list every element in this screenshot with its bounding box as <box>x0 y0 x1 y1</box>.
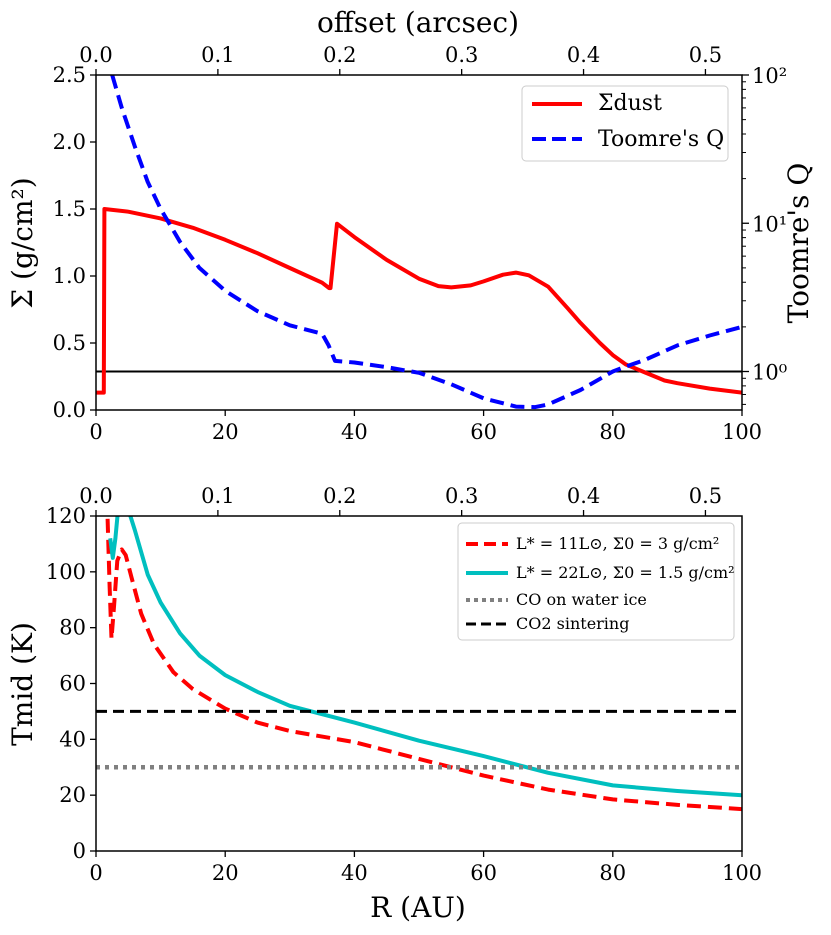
x-tick-label: 40 <box>341 861 368 885</box>
bottom-panel: 0 20 40 60 80 100 0.0 0.1 0.2 0.3 0.4 0.5 0 20 40 60 80 1… <box>6 484 762 924</box>
bottom-legend: L* = 11L⊙, Σ0 = 3 g/cm² L* = 22L⊙, Σ0 = … <box>457 522 735 641</box>
y-tick-label: 20 <box>59 783 86 807</box>
top-x-tick-label: 0.5 <box>689 484 722 508</box>
series-line-1 <box>108 516 742 798</box>
y-tick-label: 2.0 <box>53 130 86 154</box>
bottom-panel-plot-area <box>96 516 742 812</box>
legend-11l-label: L* = 11L⊙, Σ0 = 3 g/cm² <box>516 534 719 553</box>
top-x-tick-label: 0.3 <box>445 43 478 67</box>
series-line-0 <box>105 518 742 812</box>
bottom-legend-box <box>457 522 735 641</box>
bottom-x-axis-label: R (AU) <box>370 891 466 924</box>
top-x-tick-label: 0.0 <box>79 484 112 508</box>
x-tick-label: 80 <box>599 420 626 444</box>
x-tick-label: 20 <box>212 861 239 885</box>
y-tick-label: 40 <box>59 727 86 751</box>
x-tick-label: 0 <box>89 861 102 885</box>
x-tick-label: 0 <box>89 420 102 444</box>
top-offset-axis-label: offset (arcsec) <box>317 6 519 39</box>
y-tick-label: 80 <box>59 616 86 640</box>
series-line-1 <box>110 75 742 410</box>
bottom-y-axis-label: Tmid (K) <box>6 622 39 746</box>
y-tick-label: 60 <box>59 672 86 696</box>
top-x-tick-label: 0.2 <box>323 484 356 508</box>
y-tick-label: 100 <box>46 560 86 584</box>
top-panel-plot-area <box>96 75 742 410</box>
y-tick-label: 0.5 <box>53 331 86 355</box>
top-panel: 0 20 40 60 80 100 0.0 0.1 0.2 0.3 0.4 0.5 0.0 0.5 1.0 1… <box>6 6 815 444</box>
x-tick-label: 60 <box>470 861 497 885</box>
bottom-panel-ticks: 0 20 40 60 80 100 0.0 0.1 0.2 0.3 0.4 0.5 0 20 40 60 80 1… <box>46 484 762 885</box>
y-tick-label: 1.5 <box>53 197 86 221</box>
legend-co2-sintering-label: CO2 sintering <box>516 614 629 633</box>
y-tick-label: 1.0 <box>53 264 86 288</box>
y2-tick-label: 10² <box>752 64 787 88</box>
top-x-tick-label: 0.4 <box>567 484 600 508</box>
legend-co-water-ice-label: CO on water ice <box>516 590 647 609</box>
top-panel-frame <box>95 74 743 411</box>
legend-sigma-dust-label: Σdust <box>598 91 662 116</box>
legend-toomre-q-label: Toomre's Q <box>598 127 724 152</box>
y-tick-label: 0.0 <box>53 398 86 422</box>
top-x-tick-label: 0.3 <box>445 484 478 508</box>
x-tick-label: 100 <box>722 420 762 444</box>
top-x-tick-label: 0.0 <box>79 43 112 67</box>
top-x-tick-label: 0.4 <box>567 43 600 67</box>
top-x-tick-label: 0.1 <box>201 484 234 508</box>
y2-tick-label: 10⁰ <box>752 361 787 385</box>
y-tick-label: 120 <box>46 504 86 528</box>
top-left-axis-label: Σ (g/cm²) <box>6 177 39 308</box>
y-tick-label: 2.5 <box>53 63 86 87</box>
x-tick-label: 40 <box>341 420 368 444</box>
x-tick-label: 80 <box>599 861 626 885</box>
y-tick-label: 0 <box>73 839 86 863</box>
x-tick-label: 100 <box>722 861 762 885</box>
top-panel-ticks: 0 20 40 60 80 100 0.0 0.1 0.2 0.3 0.4 0.5 0.0 0.5 1.0 1… <box>53 43 788 444</box>
top-legend: Σdust Toomre's Q <box>521 85 729 162</box>
x-tick-label: 20 <box>212 420 239 444</box>
legend-22l-label: L* = 22L⊙, Σ0 = 1.5 g/cm² <box>516 563 735 582</box>
series-line-0 <box>96 207 742 395</box>
bottom-panel-frame <box>95 515 743 852</box>
top-x-tick-label: 0.5 <box>689 43 722 67</box>
top-right-axis-label: Toomre's Q <box>782 163 815 324</box>
top-x-tick-label: 0.2 <box>323 43 356 67</box>
y2-tick-label: 10¹ <box>752 212 787 236</box>
top-x-tick-label: 0.1 <box>201 43 234 67</box>
x-tick-label: 60 <box>470 420 497 444</box>
